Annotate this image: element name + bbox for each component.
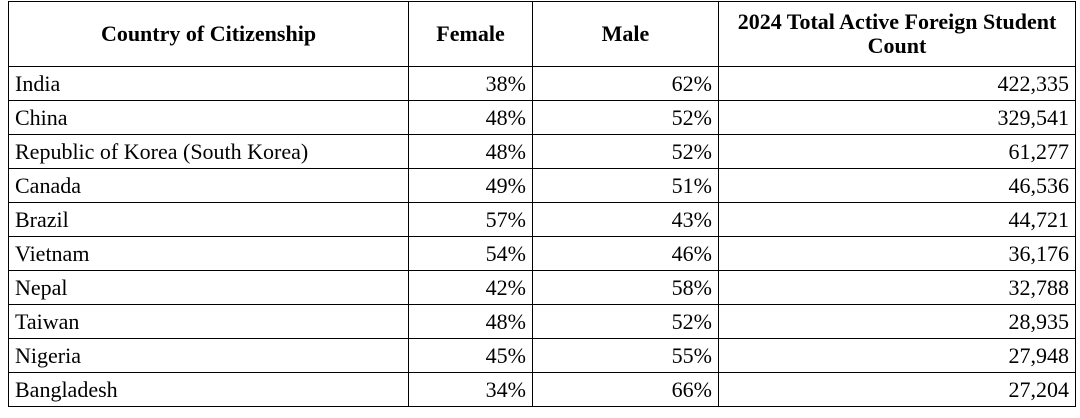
- table-cell: Republic of Korea (South Korea): [8, 134, 409, 169]
- header-cell: Male: [532, 1, 719, 67]
- table-cell: 61,277: [718, 134, 1076, 169]
- table-cell: 38%: [408, 66, 533, 101]
- table-cell: Canada: [8, 168, 409, 203]
- table-cell: Nigeria: [8, 338, 409, 373]
- table-cell: 43%: [532, 202, 719, 237]
- table-row: Brazil 57% 43% 44,721: [8, 202, 1076, 237]
- table-cell: 66%: [532, 372, 719, 407]
- table-cell: India: [8, 66, 409, 101]
- table-row: Canada 49% 51% 46,536: [8, 168, 1076, 203]
- table-row: India 38% 62% 422,335: [8, 66, 1076, 101]
- table-cell: Brazil: [8, 202, 409, 237]
- table-cell: 36,176: [718, 236, 1076, 271]
- table-cell: 329,541: [718, 100, 1076, 135]
- table-cell: China: [8, 100, 409, 135]
- table-cell: 58%: [532, 270, 719, 305]
- table-row: Republic of Korea (South Korea) 48% 52% 61,…: [8, 134, 1076, 169]
- table-cell: 52%: [532, 100, 719, 135]
- header-row: Country of Citizenship Female Male 2024 …: [8, 1, 1076, 67]
- table-cell: 32,788: [718, 270, 1076, 305]
- data-table: Country of Citizenship Female Male 2024 …: [8, 1, 1076, 407]
- header-cell: Country of Citizenship: [8, 1, 409, 67]
- table-row: Nepal 42% 58% 32,788: [8, 270, 1076, 305]
- table-cell: 54%: [408, 236, 533, 271]
- table-cell: 27,204: [718, 372, 1076, 407]
- table-cell: Taiwan: [8, 304, 409, 339]
- table-cell: 48%: [408, 134, 533, 169]
- table-cell: 28,935: [718, 304, 1076, 339]
- table-cell: 48%: [408, 304, 533, 339]
- table-cell: 44,721: [718, 202, 1076, 237]
- table-cell: 27,948: [718, 338, 1076, 373]
- table-cell: 34%: [408, 372, 533, 407]
- table-cell: 46,536: [718, 168, 1076, 203]
- table-body: India 38% 62% 422,335 China 48% 52% 329,541 Repu…: [8, 66, 1076, 407]
- table-cell: Bangladesh: [8, 372, 409, 407]
- table-cell: 49%: [408, 168, 533, 203]
- table-row: China 48% 52% 329,541: [8, 100, 1076, 135]
- table-cell: 62%: [532, 66, 719, 101]
- table-cell: 45%: [408, 338, 533, 373]
- table-cell: 52%: [532, 304, 719, 339]
- table-cell: Nepal: [8, 270, 409, 305]
- header-cell: 2024 Total Active Foreign Student Count: [718, 1, 1076, 67]
- table-row: Vietnam 54% 46% 36,176: [8, 236, 1076, 271]
- table-cell: 52%: [532, 134, 719, 169]
- table-row: Nigeria 45% 55% 27,948: [8, 338, 1076, 373]
- table-cell: 57%: [408, 202, 533, 237]
- table-cell: 422,335: [718, 66, 1076, 101]
- header-cell: Female: [408, 1, 533, 67]
- table-row: Taiwan 48% 52% 28,935: [8, 304, 1076, 339]
- table-row: Bangladesh 34% 66% 27,204: [8, 372, 1076, 407]
- table-cell: 48%: [408, 100, 533, 135]
- table-cell: 46%: [532, 236, 719, 271]
- table-cell: 42%: [408, 270, 533, 305]
- table-cell: 51%: [532, 168, 719, 203]
- table-cell: 55%: [532, 338, 719, 373]
- table-cell: Vietnam: [8, 236, 409, 271]
